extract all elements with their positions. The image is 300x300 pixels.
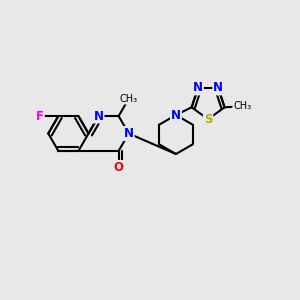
Text: N: N [213, 82, 223, 94]
Text: N: N [171, 109, 181, 122]
Text: CH₃: CH₃ [233, 101, 251, 111]
Text: CH₃: CH₃ [120, 94, 138, 104]
Text: O: O [114, 161, 124, 174]
Text: N: N [124, 127, 134, 140]
Text: N: N [193, 82, 203, 94]
Text: S: S [204, 113, 212, 126]
Text: N: N [94, 110, 103, 123]
Text: F: F [36, 110, 44, 123]
